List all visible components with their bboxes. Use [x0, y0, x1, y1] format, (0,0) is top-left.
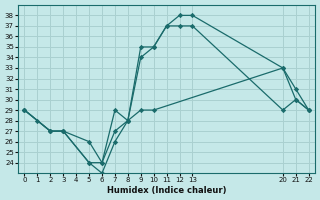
X-axis label: Humidex (Indice chaleur): Humidex (Indice chaleur)	[107, 186, 226, 195]
